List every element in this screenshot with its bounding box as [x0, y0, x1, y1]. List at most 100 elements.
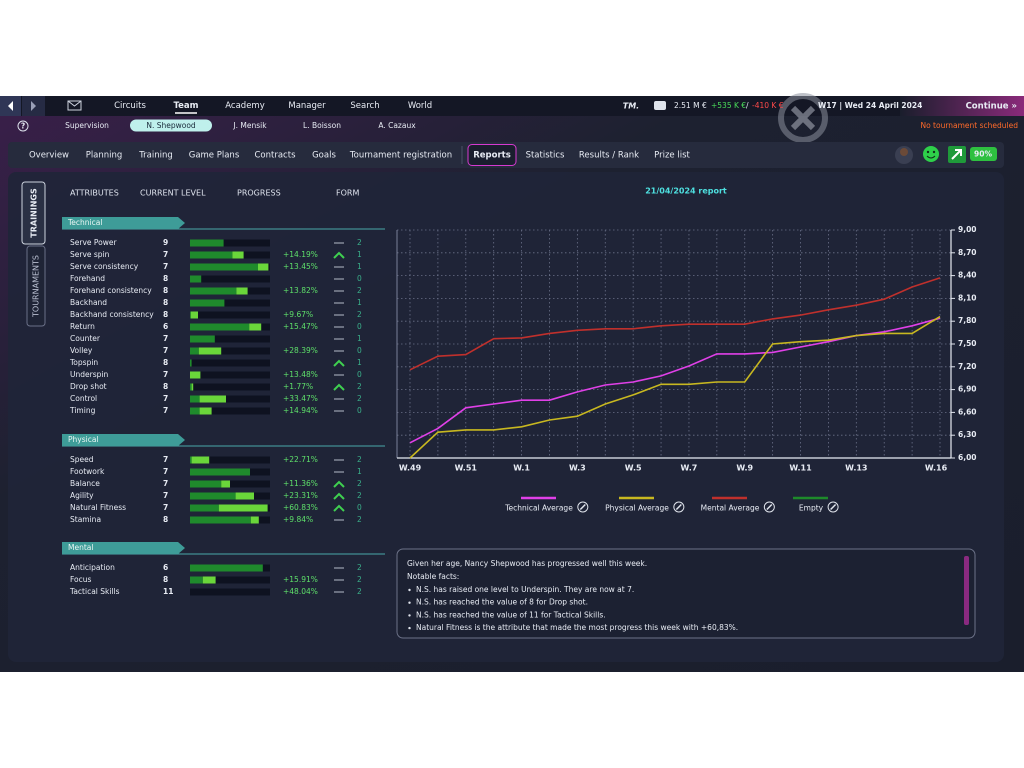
x-tick-label: W.9 — [736, 464, 753, 473]
bar-gain — [250, 516, 259, 524]
team-member[interactable]: A. Cazaux — [378, 121, 416, 130]
y-tick-label: 7,50 — [958, 339, 977, 348]
tab[interactable]: Goals — [312, 151, 336, 161]
form-value: 2 — [357, 394, 362, 403]
tab[interactable]: Overview — [29, 151, 69, 161]
y-tick-label: 7,80 — [958, 316, 977, 325]
attribute-progress: +9.84% — [283, 515, 313, 524]
attribute-progress: +60.83% — [283, 503, 318, 512]
attribute-progress: +1.77% — [283, 382, 313, 391]
form-value: 1 — [357, 250, 362, 259]
bar-track — [190, 456, 270, 464]
mail-icon[interactable] — [67, 100, 82, 111]
attribute-level: 6 — [163, 563, 168, 572]
bar-base — [190, 311, 191, 319]
back-icon — [8, 101, 13, 111]
help-icon[interactable] — [17, 120, 29, 132]
bar-gain — [236, 287, 248, 295]
team-member[interactable]: N. Shepwood — [146, 121, 196, 130]
attribute-name: Serve consistency — [70, 262, 139, 271]
report-facts-title: Notable facts: — [407, 572, 459, 581]
bar-track — [190, 347, 270, 355]
column-header: ATTRIBUTES — [70, 189, 119, 198]
attribute-name: Natural Fitness — [70, 503, 126, 512]
nav-item[interactable]: Team — [173, 101, 198, 111]
form-value: 1 — [357, 298, 362, 307]
continue-label: Continue » — [966, 102, 1017, 112]
bar-gain — [190, 371, 201, 379]
tab[interactable]: Planning — [86, 151, 123, 161]
y-tick-label: 6,30 — [958, 430, 977, 439]
report-fact: N.S. has raised one level to Underspin. … — [416, 585, 634, 594]
attribute-name: Forehand — [70, 274, 105, 283]
bar-gain — [218, 504, 268, 512]
legend-label: Physical Average — [605, 504, 669, 513]
bar-track — [190, 588, 270, 596]
tab[interactable]: Training — [138, 151, 173, 161]
nav-item[interactable]: World — [408, 101, 432, 111]
tab[interactable]: Contracts — [255, 151, 297, 161]
tab[interactable]: Game Plans — [189, 151, 240, 161]
team-member[interactable]: L. Boisson — [303, 121, 341, 130]
group-header — [62, 542, 185, 554]
tab[interactable]: Prize list — [654, 151, 690, 161]
bar-base — [190, 239, 224, 247]
form-value: 0 — [357, 406, 362, 415]
side-tab-label: TRAININGS — [30, 188, 39, 238]
form-value: 1 — [357, 467, 362, 476]
nav-item[interactable]: Academy — [225, 101, 264, 111]
form-value: 1 — [357, 262, 362, 271]
mail-icon-flap — [67, 100, 82, 107]
attribute-progress: +14.94% — [283, 406, 318, 415]
attribute-level: 8 — [163, 358, 168, 367]
attribute-level: 7 — [163, 455, 168, 464]
bar-base — [190, 407, 200, 415]
side-tab-active[interactable] — [21, 181, 46, 245]
y-tick-label: 7,20 — [958, 362, 977, 371]
attribute-progress: +9.67% — [283, 310, 313, 319]
nav-item[interactable]: Search — [350, 101, 379, 111]
attribute-progress: +11.36% — [283, 479, 318, 488]
form-value: 0 — [357, 274, 362, 283]
attribute-name: Anticipation — [70, 563, 115, 572]
form-value: 2 — [357, 310, 362, 319]
legend-edit-pencil — [830, 503, 837, 511]
attribute-name: Topspin — [69, 358, 98, 367]
attribute-name: Footwork — [70, 467, 105, 476]
tab[interactable]: Reports — [473, 151, 511, 161]
nav-item[interactable]: Circuits — [114, 101, 146, 111]
report-scrollbar[interactable] — [964, 556, 969, 625]
legend-edit-icon[interactable] — [827, 501, 839, 513]
legend-edit-icon[interactable] — [673, 501, 685, 513]
team-member[interactable]: J. Mensik — [232, 121, 267, 130]
tab[interactable]: Tournament registration — [349, 151, 452, 161]
form-value: 2 — [357, 286, 362, 295]
attribute-level: 7 — [163, 250, 168, 259]
attribute-level: 7 — [163, 479, 168, 488]
bar-gain — [232, 251, 244, 259]
form-value: 2 — [357, 587, 362, 596]
side-tab[interactable] — [26, 245, 46, 327]
attribute-name: Serve Power — [70, 238, 117, 247]
continue-button[interactable] — [900, 96, 1024, 116]
legend-edit-icon[interactable] — [577, 501, 589, 513]
attribute-level: 7 — [163, 262, 168, 271]
team-member[interactable]: Supervision — [65, 121, 109, 130]
bar-gain — [191, 456, 210, 464]
form-value: 1 — [357, 358, 362, 367]
y-tick-label: 6,90 — [958, 385, 977, 394]
attribute-name: Serve spin — [70, 250, 110, 259]
attribute-name: Return — [70, 322, 95, 331]
form-trend-flat — [334, 398, 344, 400]
form-value: 0 — [357, 503, 362, 512]
legend-edit-icon[interactable] — [763, 501, 775, 513]
tab[interactable]: Statistics — [526, 151, 565, 161]
legend-edit-pencil — [579, 503, 586, 511]
tab[interactable]: Results / Rank — [579, 151, 639, 161]
bar-gain — [249, 323, 262, 331]
bar-base — [190, 456, 192, 464]
form-trend-flat — [334, 350, 344, 352]
nav-item[interactable]: Manager — [288, 101, 326, 111]
condition-badge — [970, 147, 997, 161]
